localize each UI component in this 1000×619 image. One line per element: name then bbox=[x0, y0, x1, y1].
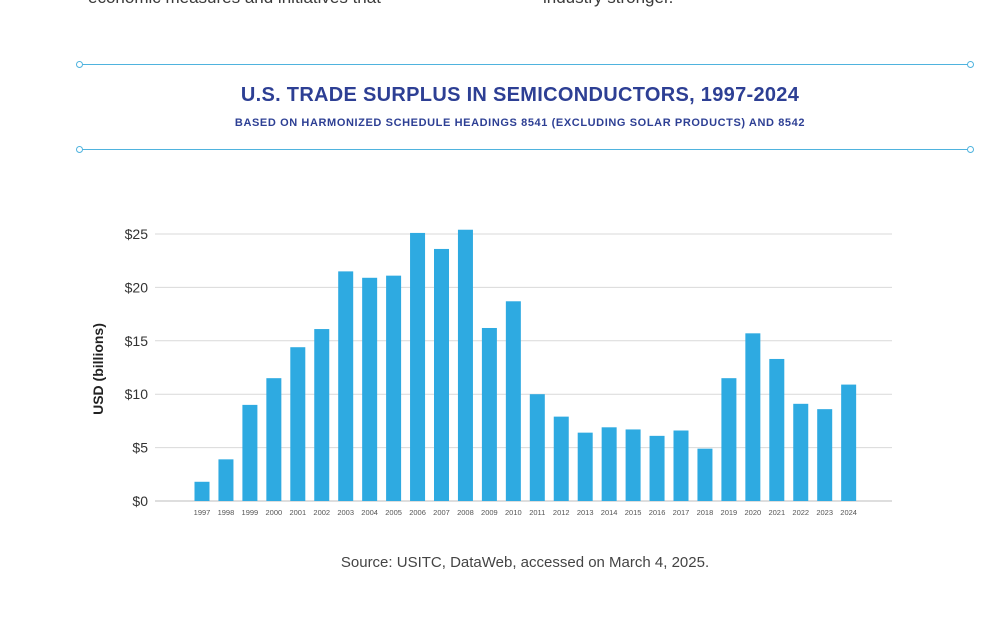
x-tick-label: 2008 bbox=[457, 508, 474, 517]
bar bbox=[362, 277, 378, 501]
bar bbox=[290, 347, 306, 501]
x-tick-label: 2013 bbox=[577, 508, 594, 517]
x-tick-label: 2011 bbox=[529, 508, 545, 517]
chart-subtitle: BASED ON HARMONIZED SCHEDULE HEADINGS 85… bbox=[234, 117, 806, 129]
x-tick-label: 2007 bbox=[433, 508, 450, 517]
bar bbox=[481, 327, 497, 501]
bar bbox=[505, 301, 521, 501]
x-tick-label: 2024 bbox=[840, 508, 857, 517]
source-note: Source: USITC, DataWeb, accessed on Marc… bbox=[340, 554, 710, 571]
bar bbox=[457, 229, 473, 501]
top-rule bbox=[76, 61, 974, 68]
bar bbox=[673, 430, 689, 501]
x-tick-label: 2009 bbox=[481, 508, 498, 517]
bar bbox=[218, 459, 234, 501]
bar bbox=[601, 427, 617, 501]
x-tick-label: 2014 bbox=[601, 508, 618, 517]
bar bbox=[553, 416, 569, 501]
rule-end-dot bbox=[76, 61, 83, 68]
bar bbox=[697, 448, 713, 501]
bar bbox=[266, 378, 282, 501]
x-tick-label: 1998 bbox=[218, 508, 235, 517]
x-tick-label: 2006 bbox=[409, 508, 426, 517]
x-tick-label: 2005 bbox=[385, 508, 402, 517]
bar bbox=[745, 333, 761, 501]
bar bbox=[410, 232, 426, 501]
bar bbox=[793, 403, 809, 501]
chart-title: U.S. TRADE SURPLUS IN SEMICONDUCTORS, 19… bbox=[240, 84, 800, 106]
x-tick-label: 1999 bbox=[242, 508, 259, 517]
rule-end-dot bbox=[967, 146, 974, 153]
x-tick-label: 2022 bbox=[792, 508, 809, 517]
x-tick-label: 2016 bbox=[649, 508, 666, 517]
bar bbox=[769, 358, 785, 501]
x-tick-label: 2019 bbox=[721, 508, 738, 517]
x-tick-label: 2015 bbox=[625, 508, 642, 517]
bar bbox=[434, 248, 449, 501]
y-tick-label: $25 bbox=[125, 226, 149, 242]
x-tick-label: 2004 bbox=[361, 508, 378, 517]
rule-end-dot bbox=[967, 61, 974, 68]
x-tick-label: 2002 bbox=[313, 508, 330, 517]
bar bbox=[817, 409, 833, 501]
bar bbox=[841, 384, 857, 501]
bar bbox=[529, 394, 545, 501]
bar bbox=[577, 432, 593, 501]
bar bbox=[386, 275, 402, 501]
bar bbox=[721, 378, 737, 501]
x-tick-label: 2010 bbox=[505, 508, 522, 517]
x-tick-label: 2017 bbox=[673, 508, 690, 517]
bar bbox=[649, 435, 665, 501]
x-tick-label: 2012 bbox=[553, 508, 570, 517]
y-tick-label: $10 bbox=[125, 386, 149, 402]
y-tick-label: $15 bbox=[125, 333, 149, 349]
bar bbox=[625, 429, 641, 501]
x-tick-label: 1997 bbox=[194, 508, 211, 517]
rule-end-dot bbox=[76, 146, 83, 153]
bar bbox=[242, 404, 258, 501]
x-tick-label: 2023 bbox=[816, 508, 833, 517]
y-tick-label: $5 bbox=[132, 440, 148, 456]
x-tick-label: 2001 bbox=[289, 508, 306, 517]
y-tick-label: $0 bbox=[132, 493, 148, 509]
x-tick-label: 2003 bbox=[337, 508, 354, 517]
body-text-left: economic measures and initiatives that bbox=[88, 0, 381, 8]
bar bbox=[338, 271, 354, 501]
x-tick-label: 2000 bbox=[266, 508, 283, 517]
bar bbox=[314, 329, 330, 501]
bar bbox=[194, 481, 210, 501]
bottom-rule bbox=[76, 146, 974, 153]
x-tick-label: 2018 bbox=[697, 508, 714, 517]
y-tick-label: $20 bbox=[125, 279, 149, 295]
y-axis-label: USD (billions) bbox=[90, 323, 106, 415]
body-text-right: industry stronger. bbox=[543, 0, 673, 8]
x-tick-label: 2020 bbox=[745, 508, 762, 517]
x-tick-label: 2021 bbox=[768, 508, 785, 517]
